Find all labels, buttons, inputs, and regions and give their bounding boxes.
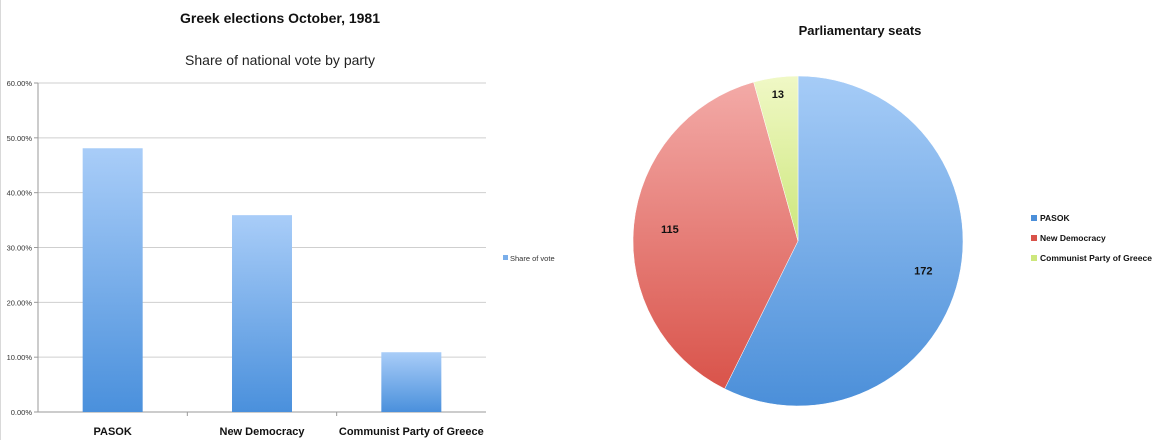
pie-slice-new-democracy — [632, 81, 799, 390]
legend-label: Communist Party of Greece — [1040, 253, 1152, 263]
pie-data-label: 115 — [661, 224, 679, 236]
bar-chart-title: Greek elections October, 1981 — [180, 10, 380, 26]
legend-swatch — [503, 255, 508, 260]
y-tick-label: 10.00% — [7, 353, 33, 362]
legend-label: New Democracy — [1040, 233, 1106, 243]
y-tick-label: 50.00% — [7, 134, 33, 143]
legend-label: PASOK — [1040, 213, 1070, 223]
pie-data-label: 13 — [772, 89, 784, 101]
pie-slice-communist-party-of-greece — [753, 75, 799, 242]
y-tick-label: 0.00% — [11, 408, 33, 417]
x-tick-label: PASOK — [94, 426, 132, 438]
legend-label: Share of vote — [510, 254, 555, 263]
y-tick-label: 60.00% — [7, 79, 33, 88]
y-tick-label: 40.00% — [7, 189, 33, 198]
y-tick-label: 20.00% — [7, 298, 33, 307]
pie-slice-pasok — [724, 75, 964, 407]
bar-pasok — [82, 148, 143, 413]
bar-communist-party-of-greece — [381, 352, 442, 412]
pie-chart-title: Parliamentary seats — [798, 23, 922, 38]
legend-swatch — [1031, 255, 1037, 261]
bar-chart: 0.00% 10.00% 20.00% 30.00% 40.00% 50.00% 60.00… — [7, 79, 555, 438]
bar-new-democracy — [232, 215, 292, 412]
y-tick-label: 30.00% — [7, 244, 33, 253]
frame-divider — [0, 0, 1, 440]
x-tick-label: Communist Party of Greece — [339, 426, 484, 438]
legend-swatch — [1031, 235, 1037, 241]
x-tick-label: New Democracy — [220, 426, 306, 438]
bar-chart-subtitle: Share of national vote by party — [185, 52, 375, 68]
legend-swatch — [1031, 215, 1037, 221]
pie-data-label: 172 — [914, 265, 932, 277]
